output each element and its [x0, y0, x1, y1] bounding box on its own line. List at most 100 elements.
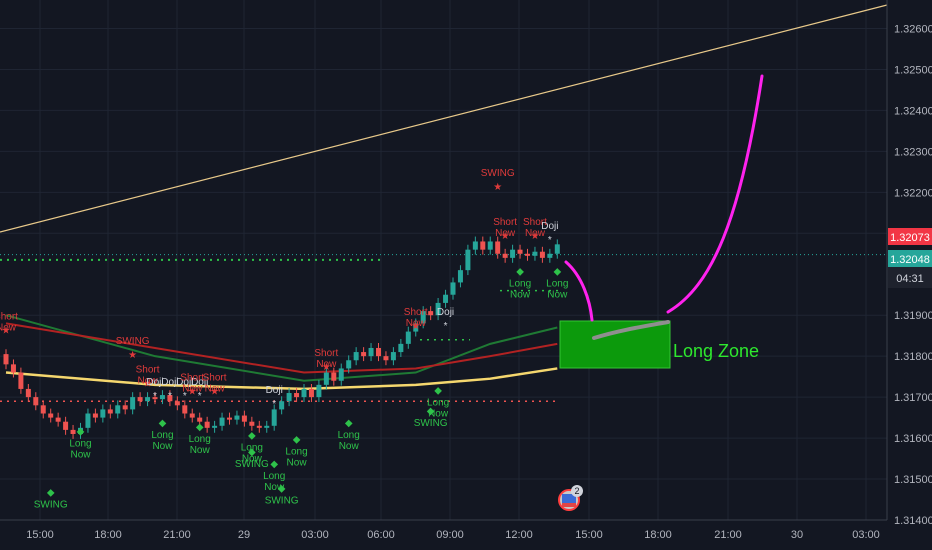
signal-label: Now	[205, 384, 226, 395]
signal-label: Long	[509, 279, 531, 290]
moving-average-red	[5, 322, 558, 374]
signal-label: Now	[525, 228, 546, 239]
candle-body	[495, 241, 501, 254]
signal-label: Short	[203, 373, 227, 384]
time-tick-label: 18:00	[644, 529, 672, 541]
candle-body	[368, 347, 374, 357]
candle-body	[145, 397, 151, 402]
price-tick-label: 1.31500	[894, 474, 932, 486]
candle-body	[308, 388, 314, 398]
signal-label: Doji	[541, 221, 558, 232]
signal-labels: ★ShortNow★SWING◆LongNow◆SWING◆LongNow◆Lo…	[0, 168, 568, 511]
candle-body	[301, 388, 307, 398]
projection-curve-gray[interactable]	[592, 320, 670, 340]
projection-curve-down[interactable]	[564, 260, 594, 322]
signal-label: Now	[339, 441, 360, 452]
signal-label: Short	[136, 365, 160, 376]
signal-label: Doji	[191, 377, 208, 388]
candle-body	[346, 360, 352, 369]
candle-body	[547, 253, 553, 258]
signal-label: Now	[0, 322, 17, 333]
candle-body	[63, 421, 69, 430]
time-tick-label: 18:00	[94, 529, 122, 541]
candle-body	[100, 409, 106, 418]
candle-body	[256, 425, 262, 428]
long-zone-rect[interactable]	[559, 320, 671, 369]
candle-body	[107, 409, 113, 414]
candle-body	[130, 397, 136, 410]
trendline[interactable]	[0, 4, 888, 233]
candle-body	[189, 413, 195, 418]
signal-label: Now	[316, 359, 337, 370]
signal-marker: ★	[411, 321, 420, 332]
signal-marker: ★	[210, 387, 219, 398]
candle-body	[554, 244, 560, 254]
signal-label: Now	[428, 408, 449, 419]
time-tick-label: 21:00	[163, 529, 191, 541]
candle-body	[10, 364, 16, 373]
price-tick-label: 1.31900	[894, 310, 932, 322]
last-price-tag: 1.32073	[888, 228, 932, 245]
signal-marker: *	[548, 235, 552, 246]
candle-body	[286, 393, 292, 402]
time-tick-label: 09:00	[436, 529, 464, 541]
time-tick-label: 15:00	[26, 529, 54, 541]
candle-body	[219, 417, 225, 426]
signal-marker: ◆	[270, 459, 278, 470]
signal-label: Now	[510, 290, 531, 301]
candle-body	[420, 311, 426, 324]
signal-label: SWING	[414, 418, 448, 429]
signal-label: Long	[69, 438, 91, 449]
time-tick-label: 21:00	[714, 529, 742, 541]
candle-body	[316, 384, 322, 398]
signal-marker: *	[153, 391, 157, 402]
countdown-tag: 04:31	[888, 267, 932, 288]
candle-body	[25, 388, 31, 398]
candle-body	[182, 405, 188, 414]
signal-label: SWING	[481, 168, 515, 179]
time-axis-labels: 15:00 18:00 21:00 29 03:00 06:00 09:00 12:00 15:…	[26, 529, 880, 541]
candle-body	[48, 413, 54, 418]
signal-marker: ◆	[248, 430, 256, 441]
projection-curve-up[interactable]	[666, 74, 764, 314]
candle-body	[92, 413, 98, 418]
candle-body	[457, 270, 463, 283]
signal-marker: ◆	[278, 484, 286, 495]
time-tick-label: 29	[238, 529, 250, 541]
time-tick-label: 12:00	[505, 529, 533, 541]
candle-body	[390, 352, 396, 361]
signal-label: Now	[182, 384, 203, 395]
price-tick-label: 1.32500	[894, 64, 932, 76]
price-tick-label: 1.32600	[894, 23, 932, 35]
signal-marker: *	[183, 391, 187, 402]
signal-label: Long	[263, 471, 285, 482]
signal-label: Long	[151, 430, 173, 441]
candle-body	[159, 395, 165, 400]
time-tick-label: 03:00	[852, 529, 880, 541]
long-zone-box[interactable]: Long Zone	[559, 320, 759, 369]
price-tick-label: 1.32200	[894, 187, 932, 199]
candle-body	[227, 417, 232, 420]
candle-body	[398, 343, 404, 353]
signal-label: Now	[242, 453, 263, 464]
svg-text:04:31: 04:31	[896, 273, 924, 285]
candle-body	[435, 302, 441, 316]
candle-body	[532, 251, 538, 256]
signal-marker: ★	[128, 350, 137, 361]
projection-drawing[interactable]	[564, 74, 764, 340]
candle-body	[443, 294, 449, 303]
signal-label: Long	[285, 446, 307, 457]
signal-marker: ◆	[345, 418, 353, 429]
signal-marker: ★	[493, 182, 502, 193]
signal-label: Short	[0, 311, 18, 322]
candle-body	[383, 356, 389, 361]
signal-marker: ◆	[427, 406, 435, 417]
signal-label: SWING	[116, 336, 150, 347]
candle-body	[174, 401, 180, 406]
event-badge[interactable]: 2	[558, 485, 583, 511]
signal-label: Long	[338, 430, 360, 441]
long-zone-label: Long Zone	[673, 341, 759, 361]
time-axis[interactable]	[0, 520, 887, 550]
